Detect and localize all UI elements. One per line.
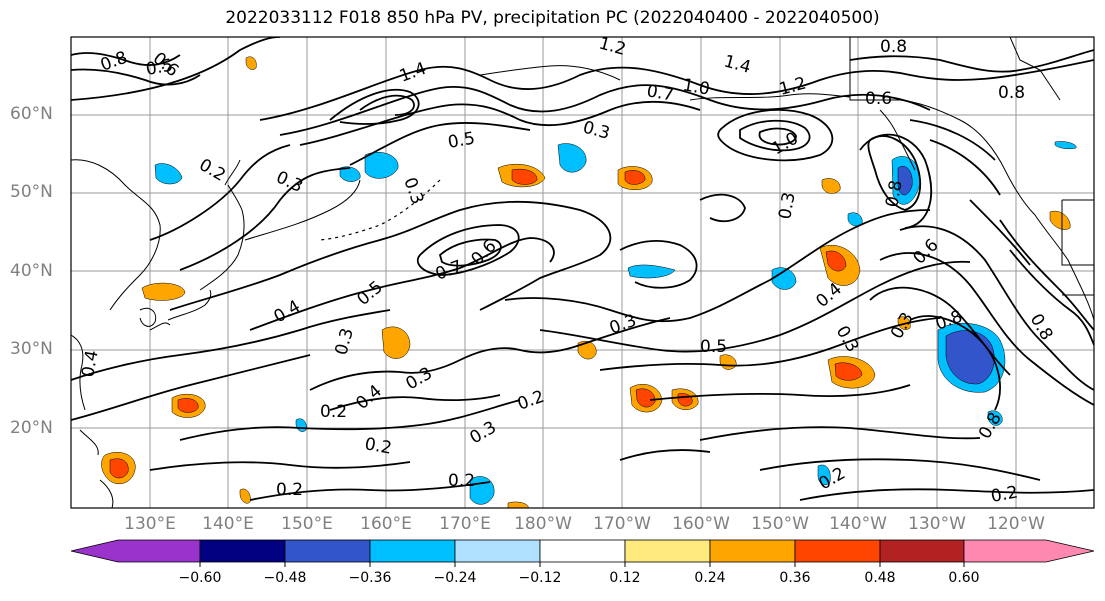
contour-label: 0.5	[144, 56, 174, 80]
colorbar-segment	[369, 539, 456, 563]
colorbar-tick-label: 0.12	[609, 570, 641, 586]
lon-label: 130°W	[908, 514, 966, 534]
contour-label: 0.2	[276, 480, 303, 500]
colorbar-segment	[284, 539, 371, 563]
lon-label: 140°E	[202, 514, 254, 534]
colorbar-tick-label: 0.48	[864, 570, 896, 586]
contour-label: 0.5	[700, 337, 727, 357]
lon-label: 160°W	[672, 514, 730, 534]
contour-label: 0.5	[446, 129, 476, 153]
contour-label: 0.3	[399, 175, 427, 207]
colorbar-segment	[539, 539, 626, 563]
map-title: 2022033112 F018 850 hPa PV, precipitatio…	[225, 8, 880, 28]
contour-label: 0.3	[332, 326, 358, 357]
contour-label: 0.3	[467, 417, 500, 448]
contour-label: 1.2	[597, 34, 628, 60]
contour-label: 0.7	[433, 257, 465, 285]
colorbar-segment	[879, 539, 965, 563]
contour-label: 0.7	[645, 81, 675, 105]
date-line	[319, 179, 441, 241]
colorbar-segment	[709, 539, 796, 563]
lon-label: 150°E	[281, 514, 333, 534]
contour-label: 0.6	[865, 89, 892, 109]
lon-label: 170°E	[439, 514, 491, 534]
contour-label: 0.2	[363, 434, 393, 458]
colorbar-tick-label: 0.24	[694, 570, 726, 586]
contour-label: 0.3	[581, 118, 612, 144]
contour-label: 0.8	[1026, 311, 1057, 344]
contour-label: 0.2	[320, 402, 347, 422]
lat-label: 60°N	[10, 104, 53, 124]
contour-label: 1.0	[681, 75, 711, 99]
pv-contours	[71, 37, 1094, 501]
colorbar-tick-label: −0.48	[263, 570, 307, 586]
contour-label: 1.2	[777, 74, 808, 100]
colorbar-tick-label: 0.36	[779, 570, 811, 586]
colorbar-segment	[199, 539, 286, 563]
contour-label: 1.0	[769, 128, 802, 159]
contour-label: 0.3	[775, 191, 799, 221]
contour-label: 1.4	[722, 52, 753, 78]
colorbar-segment	[963, 539, 1095, 563]
lon-label: 160°E	[360, 514, 412, 534]
contour-label: 0.3	[887, 309, 918, 342]
map-border	[70, 36, 1095, 509]
coastlines	[71, 37, 1094, 508]
precip-anomaly-fill	[101, 56, 1077, 508]
contour-label: 0.4	[78, 349, 102, 379]
colorbar-tick-label: −0.12	[518, 570, 562, 586]
contour-label: 0.8	[998, 83, 1025, 103]
contour-label: 0.8	[880, 37, 907, 57]
contour-label: 0.2	[989, 483, 1019, 507]
lon-label: 140°W	[829, 514, 887, 534]
colorbar	[70, 539, 1095, 567]
colorbar-tick-label: −0.24	[433, 570, 477, 586]
lon-label: 120°W	[987, 514, 1045, 534]
colorbar-tick-label: 0.60	[948, 570, 980, 586]
contour-label: 0.4	[271, 296, 304, 327]
colorbar-segment	[454, 539, 541, 563]
contour-label: 0.3	[607, 311, 639, 339]
lon-label: 180°W	[514, 514, 572, 534]
lat-label: 30°N	[10, 339, 53, 359]
contour-label: 0.5	[353, 277, 387, 310]
colorbar-tick-label: −0.60	[178, 570, 222, 586]
lat-label: 20°N	[10, 418, 53, 438]
contour-label: 0.3	[403, 363, 436, 394]
contour-label: 0.2	[196, 155, 229, 186]
colorbar-segment	[794, 539, 881, 563]
colorbar-segment	[624, 539, 711, 563]
contour-label: 0.2	[448, 471, 475, 491]
colorbar-segment	[70, 539, 201, 563]
contour-label: 0.2	[515, 387, 547, 415]
contour-label: 0.8	[882, 179, 906, 209]
lon-label: 170°W	[593, 514, 651, 534]
lon-label: 150°W	[751, 514, 809, 534]
contour-label: 1.4	[397, 59, 429, 87]
lat-label: 40°N	[10, 261, 53, 281]
contour-labels: 0.8 0.6 0.5 1.2 1.4 1.4 0.7 1.0 1.2 0.8 …	[78, 34, 1057, 507]
lon-label: 130°E	[124, 514, 176, 534]
colorbar-tick-label: −0.36	[348, 570, 392, 586]
contour-label: 0.8	[98, 48, 130, 76]
contour-label: 0.4	[352, 381, 386, 414]
lat-label: 50°N	[10, 182, 53, 202]
